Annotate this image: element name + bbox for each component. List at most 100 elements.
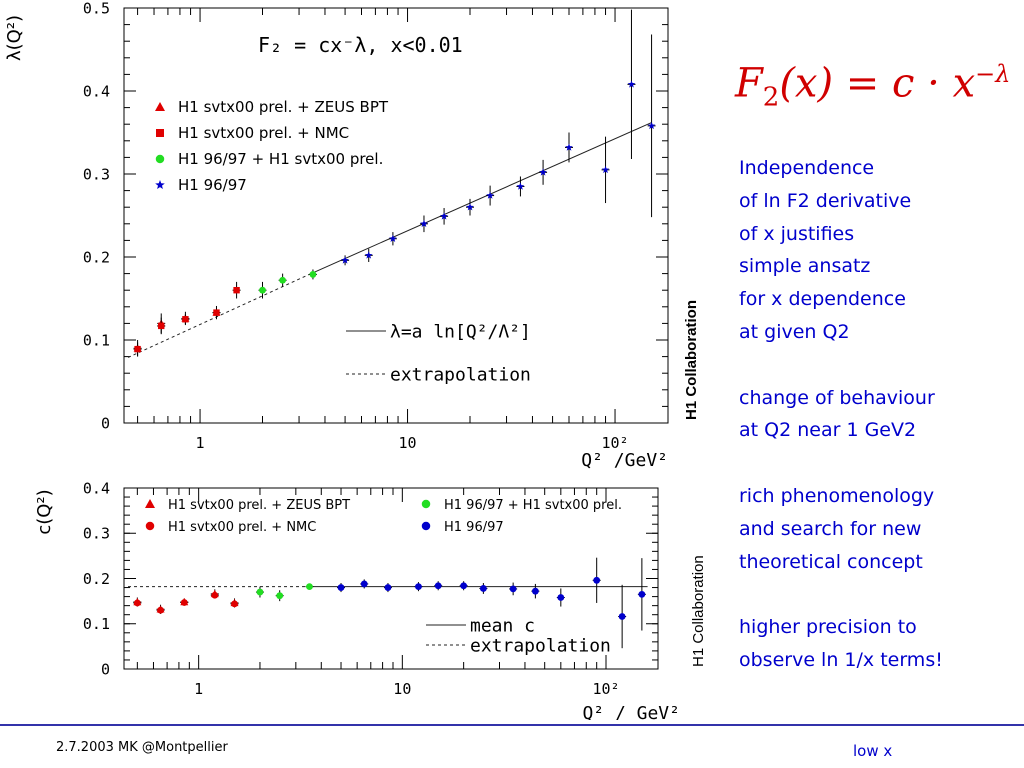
square-marker bbox=[158, 322, 165, 330]
formula: F2(x) = c · x−λ bbox=[735, 60, 1010, 112]
note-line: theoretical concept bbox=[739, 550, 923, 573]
note-line: observe ln 1/x terms! bbox=[739, 648, 943, 671]
extrapolation-line bbox=[127, 272, 314, 358]
y-axis-label: λ(Q²) bbox=[4, 15, 25, 61]
circle-marker bbox=[479, 585, 487, 592]
star-marker bbox=[601, 165, 610, 174]
star-marker bbox=[364, 251, 373, 259]
circle-marker bbox=[180, 599, 188, 606]
circle-marker bbox=[259, 286, 266, 294]
y-tick-label: 0.1 bbox=[83, 615, 110, 633]
star-marker bbox=[155, 180, 165, 189]
fit-line bbox=[312, 122, 652, 274]
circle-marker bbox=[460, 582, 468, 590]
chart-title: F₂ = cx⁻λ, x<0.01 bbox=[258, 33, 463, 57]
y-axis-label: c(Q²) bbox=[34, 489, 55, 534]
x-tick-label: 10 bbox=[393, 680, 411, 698]
star-marker bbox=[466, 203, 474, 211]
note-line: simple ansatz bbox=[739, 255, 871, 278]
note-spacer bbox=[739, 349, 943, 382]
formula-sup: −λ bbox=[975, 60, 1011, 88]
legend-entry-label: H1 96/97 + H1 svtx00 prel. bbox=[178, 150, 383, 168]
circle-marker bbox=[360, 580, 368, 588]
note-line: at Q2 near 1 GeV2 bbox=[739, 419, 917, 442]
star-marker bbox=[389, 234, 397, 242]
x-tick-label: 10 bbox=[399, 434, 417, 452]
collaboration-label-top: H1 Collaboration bbox=[683, 299, 700, 420]
circle-marker bbox=[638, 590, 646, 598]
triangle-marker bbox=[155, 102, 165, 111]
circle-marker bbox=[306, 583, 313, 591]
series-h1-96-97 bbox=[341, 9, 656, 266]
circle-marker bbox=[309, 271, 317, 278]
x-tick-label: 1 bbox=[196, 434, 205, 452]
circle-marker bbox=[276, 592, 284, 600]
note-line: higher precision to bbox=[739, 616, 917, 639]
notes-list: Independence of ln F2 derivative of x just… bbox=[739, 152, 943, 677]
note-line: at given Q2 bbox=[739, 320, 850, 343]
circle-marker bbox=[211, 591, 219, 599]
y-tick-label: 0.4 bbox=[83, 479, 110, 497]
legend-entry-label: H1 svtx00 prel. + ZEUS BPT bbox=[178, 98, 389, 116]
legend-entry-label: H1 svtx00 prel. + NMC bbox=[168, 520, 316, 535]
series-h1-96-97 bbox=[337, 557, 646, 649]
note-line: Independence bbox=[739, 157, 875, 179]
series-h1-96-97-h1-svtx00-prel- bbox=[258, 269, 317, 299]
circle-marker bbox=[145, 521, 155, 531]
extrapolation-key-label: extrapolation bbox=[470, 635, 611, 656]
x-axis-label: Q² / GeV² bbox=[582, 703, 680, 720]
y-tick-label: 0.3 bbox=[83, 165, 110, 183]
circle-marker bbox=[279, 276, 287, 284]
circle-marker bbox=[593, 576, 601, 584]
note-line: of ln F2 derivative bbox=[739, 189, 912, 212]
y-tick-label: 0.1 bbox=[83, 331, 110, 349]
circle-marker bbox=[618, 613, 626, 620]
extrapolation-key-label: extrapolation bbox=[390, 364, 531, 385]
star-marker bbox=[565, 143, 573, 151]
circle-marker bbox=[337, 584, 345, 591]
note-line: of x justifies bbox=[739, 222, 855, 245]
circle-marker bbox=[231, 600, 238, 608]
star-marker bbox=[516, 182, 525, 190]
footer-rule bbox=[0, 724, 1024, 726]
triangle-marker bbox=[145, 499, 155, 508]
series-h1-96-97-h1-svtx00-prel- bbox=[255, 583, 314, 602]
footer-topic: low x bbox=[853, 742, 893, 760]
legend-entry-label: H1 svtx00 prel. + NMC bbox=[178, 124, 349, 142]
legend-entry-label: H1 96/97 bbox=[178, 176, 247, 194]
circle-marker bbox=[256, 588, 264, 596]
series-h1-svtx00-prel-nmc bbox=[133, 591, 239, 614]
circle-marker bbox=[421, 521, 431, 531]
formula-rhs: (x) = c · x bbox=[779, 60, 976, 107]
y-tick-label: 0.2 bbox=[83, 248, 110, 266]
star-marker bbox=[440, 212, 448, 220]
star-marker bbox=[627, 80, 636, 88]
y-tick-label: 0.5 bbox=[83, 0, 110, 17]
plot-frame bbox=[123, 7, 669, 424]
legend-entry-label: H1 svtx00 prel. + ZEUS BPT bbox=[168, 498, 350, 513]
x-tick-label: 10² bbox=[601, 434, 628, 452]
square-marker bbox=[182, 316, 189, 323]
star-marker bbox=[647, 121, 656, 130]
fit-key-label: mean c bbox=[470, 615, 535, 636]
x-tick-label: 1 bbox=[194, 680, 203, 698]
legend-entry-label: H1 96/97 + H1 svtx00 prel. bbox=[444, 498, 622, 513]
footer-date: 2.7.2003 MK @Montpellier bbox=[56, 740, 228, 755]
circle-marker bbox=[155, 154, 165, 164]
legend-entry-label: H1 96/97 bbox=[444, 520, 504, 535]
c-chart: 0 0.1 0.2 0.3 0.4 1 10 10² Q² / GeV² c(Q²) mean ce… bbox=[34, 479, 680, 720]
y-tick-label: 0.4 bbox=[83, 82, 110, 100]
note-spacer bbox=[739, 447, 943, 480]
note-line: for x dependence bbox=[739, 288, 906, 311]
note-spacer bbox=[739, 578, 943, 611]
x-axis-label: Q² /GeV² bbox=[581, 450, 668, 470]
formula-sub: 2 bbox=[762, 82, 780, 113]
fit-key-label: λ=a ln[Q²/Λ²] bbox=[390, 321, 531, 342]
y-tick-label: 0 bbox=[101, 414, 110, 432]
collaboration-label-bottom: H1 Collaboration bbox=[690, 555, 707, 667]
circle-marker bbox=[531, 587, 539, 595]
y-tick-label: 0.2 bbox=[83, 570, 110, 588]
square-marker bbox=[213, 309, 220, 316]
star-marker bbox=[486, 191, 494, 199]
